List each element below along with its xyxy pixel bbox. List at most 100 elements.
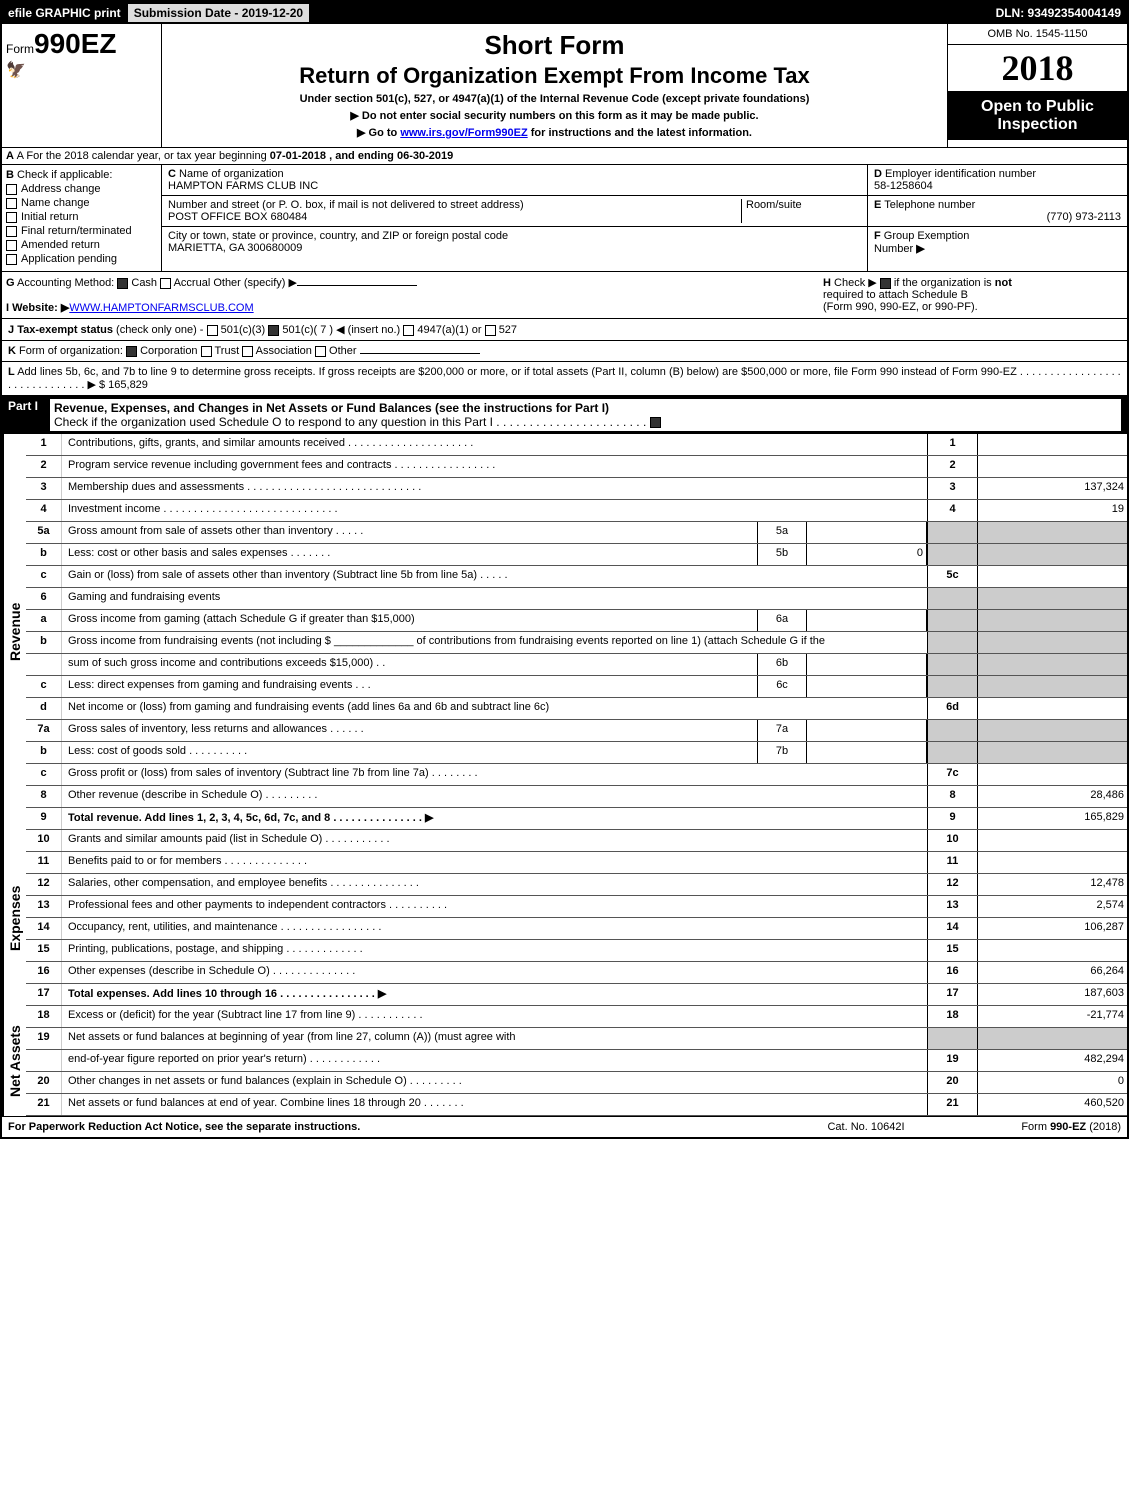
line-number: 9 (26, 808, 62, 829)
checkbox-icon[interactable] (315, 346, 326, 357)
checkbox-icon[interactable] (485, 325, 496, 336)
line-right-num: 5c (927, 566, 977, 587)
checkbox-icon[interactable] (403, 325, 414, 336)
line-number: 8 (26, 786, 62, 807)
line-number: c (26, 566, 62, 587)
line-row: 11Benefits paid to or for members . . . … (26, 852, 1127, 874)
line-number: 13 (26, 896, 62, 917)
section-d: D Employer identification number 58-1258… (868, 165, 1127, 196)
org-name: HAMPTON FARMS CLUB INC (168, 180, 318, 192)
line-right-val (977, 1028, 1127, 1049)
section-a: A A For the 2018 calendar year, or tax y… (2, 148, 1127, 165)
line-right-val (977, 566, 1127, 587)
line-right-num: 17 (927, 984, 977, 1005)
line-desc: Benefits paid to or for members . . . . … (62, 852, 927, 873)
line-right-val: 106,287 (977, 918, 1127, 939)
section-b: B Check if applicable: Address change Na… (2, 165, 162, 271)
line-right-val (977, 940, 1127, 961)
gross-receipts: 165,829 (108, 379, 148, 391)
line-right-val (977, 610, 1127, 631)
line-desc: Gross income from gaming (attach Schedul… (62, 610, 757, 631)
checkbox-icon (6, 226, 17, 237)
line-right-num (927, 676, 977, 697)
line-desc: Gross profit or (loss) from sales of inv… (62, 764, 927, 785)
line-row: 19Net assets or fund balances at beginni… (26, 1028, 1127, 1050)
checkbox-icon (6, 184, 17, 195)
subtitle: Under section 501(c), 527, or 4947(a)(1)… (166, 93, 943, 105)
line-desc: Grants and similar amounts paid (list in… (62, 830, 927, 851)
checkbox-icon[interactable] (126, 346, 137, 357)
section-a-mid: , and ending (329, 150, 397, 162)
checkbox-accrual-icon[interactable] (160, 278, 171, 289)
line-desc: Gaming and fundraising events (62, 588, 927, 609)
line-number: 1 (26, 434, 62, 455)
chk-amended[interactable]: Amended return (6, 239, 157, 251)
checkbox-icon[interactable] (242, 346, 253, 357)
efile-label[interactable]: efile GRAPHIC print (2, 4, 127, 22)
line-right-val: 482,294 (977, 1050, 1127, 1071)
line-row: 16Other expenses (describe in Schedule O… (26, 962, 1127, 984)
checkbox-icon (6, 212, 17, 223)
open-to-public: Open to Public Inspection (948, 92, 1127, 140)
line-desc: end-of-year figure reported on prior yea… (62, 1050, 927, 1071)
checkbox-icon[interactable] (201, 346, 212, 357)
section-k: K Form of organization: Corporation Trus… (2, 341, 1127, 362)
expenses-side-label: Expenses (2, 830, 26, 1006)
line-desc: Membership dues and assessments . . . . … (62, 478, 927, 499)
line-number: 14 (26, 918, 62, 939)
form-number: Form990EZ (6, 28, 157, 60)
form-prefix: Form (6, 42, 34, 56)
line-right-num: 10 (927, 830, 977, 851)
website-link[interactable]: WWW.HAMPTONFARMSCLUB.COM (69, 302, 253, 314)
line-desc: Less: cost of goods sold . . . . . . . .… (62, 742, 757, 763)
chk-pending[interactable]: Application pending (6, 253, 157, 265)
line-row: 7aGross sales of inventory, less returns… (26, 720, 1127, 742)
chk-name-change[interactable]: Name change (6, 197, 157, 209)
chk-initial-return[interactable]: Initial return (6, 211, 157, 223)
line-right-num: 7c (927, 764, 977, 785)
chk-final-return[interactable]: Final return/terminated (6, 225, 157, 237)
line-number: 6 (26, 588, 62, 609)
line-subcol: 5a (757, 522, 807, 543)
line-desc: Net assets or fund balances at end of ye… (62, 1094, 927, 1115)
line-desc: Excess or (deficit) for the year (Subtra… (62, 1006, 927, 1027)
checkbox-icon[interactable] (268, 325, 279, 336)
line-number (26, 654, 62, 675)
instr2-prefix: ▶ Go to (357, 127, 400, 139)
checkbox-cash-icon[interactable] (117, 278, 128, 289)
line-right-val (977, 720, 1127, 741)
line-row: 2Program service revenue including gover… (26, 456, 1127, 478)
cat-no: Cat. No. 10642I (791, 1121, 941, 1133)
line-desc: Investment income . . . . . . . . . . . … (62, 500, 927, 521)
line-row: 4Investment income . . . . . . . . . . .… (26, 500, 1127, 522)
line-right-num: 18 (927, 1006, 977, 1027)
addr-row: Number and street (or P. O. box, if mail… (162, 196, 867, 227)
line-desc: Contributions, gifts, grants, and simila… (62, 434, 927, 455)
line-right-val (977, 522, 1127, 543)
line-desc: Gain or (loss) from sale of assets other… (62, 566, 927, 587)
line-row: 14Occupancy, rent, utilities, and mainte… (26, 918, 1127, 940)
line-desc: Other changes in net assets or fund bala… (62, 1072, 927, 1093)
line-right-num: 19 (927, 1050, 977, 1071)
line-number: 10 (26, 830, 62, 851)
paperwork-notice: For Paperwork Reduction Act Notice, see … (8, 1121, 791, 1133)
part1-title: Revenue, Expenses, and Changes in Net As… (50, 399, 1121, 431)
tax-year-end: 06-30-2019 (397, 150, 453, 162)
line-row: 5aGross amount from sale of assets other… (26, 522, 1127, 544)
chk-address-change[interactable]: Address change (6, 183, 157, 195)
line-right-val (977, 456, 1127, 477)
line-right-val: 2,574 (977, 896, 1127, 917)
checkbox-schedule-o-icon[interactable] (650, 417, 661, 428)
checkbox-h-icon[interactable] (880, 278, 891, 289)
netassets-side-label: Net Assets (2, 1006, 26, 1116)
line-right-val (977, 698, 1127, 719)
checkbox-icon[interactable] (207, 325, 218, 336)
footer: For Paperwork Reduction Act Notice, see … (2, 1116, 1127, 1137)
line-number: 12 (26, 874, 62, 895)
other-org-input[interactable] (360, 353, 480, 354)
other-specify-input[interactable] (297, 285, 417, 286)
irs-link[interactable]: www.irs.gov/Form990EZ (400, 127, 527, 139)
revenue-side-label: Revenue (2, 434, 26, 830)
line-row: cGross profit or (loss) from sales of in… (26, 764, 1127, 786)
expenses-section: Expenses 10Grants and similar amounts pa… (2, 830, 1127, 1006)
